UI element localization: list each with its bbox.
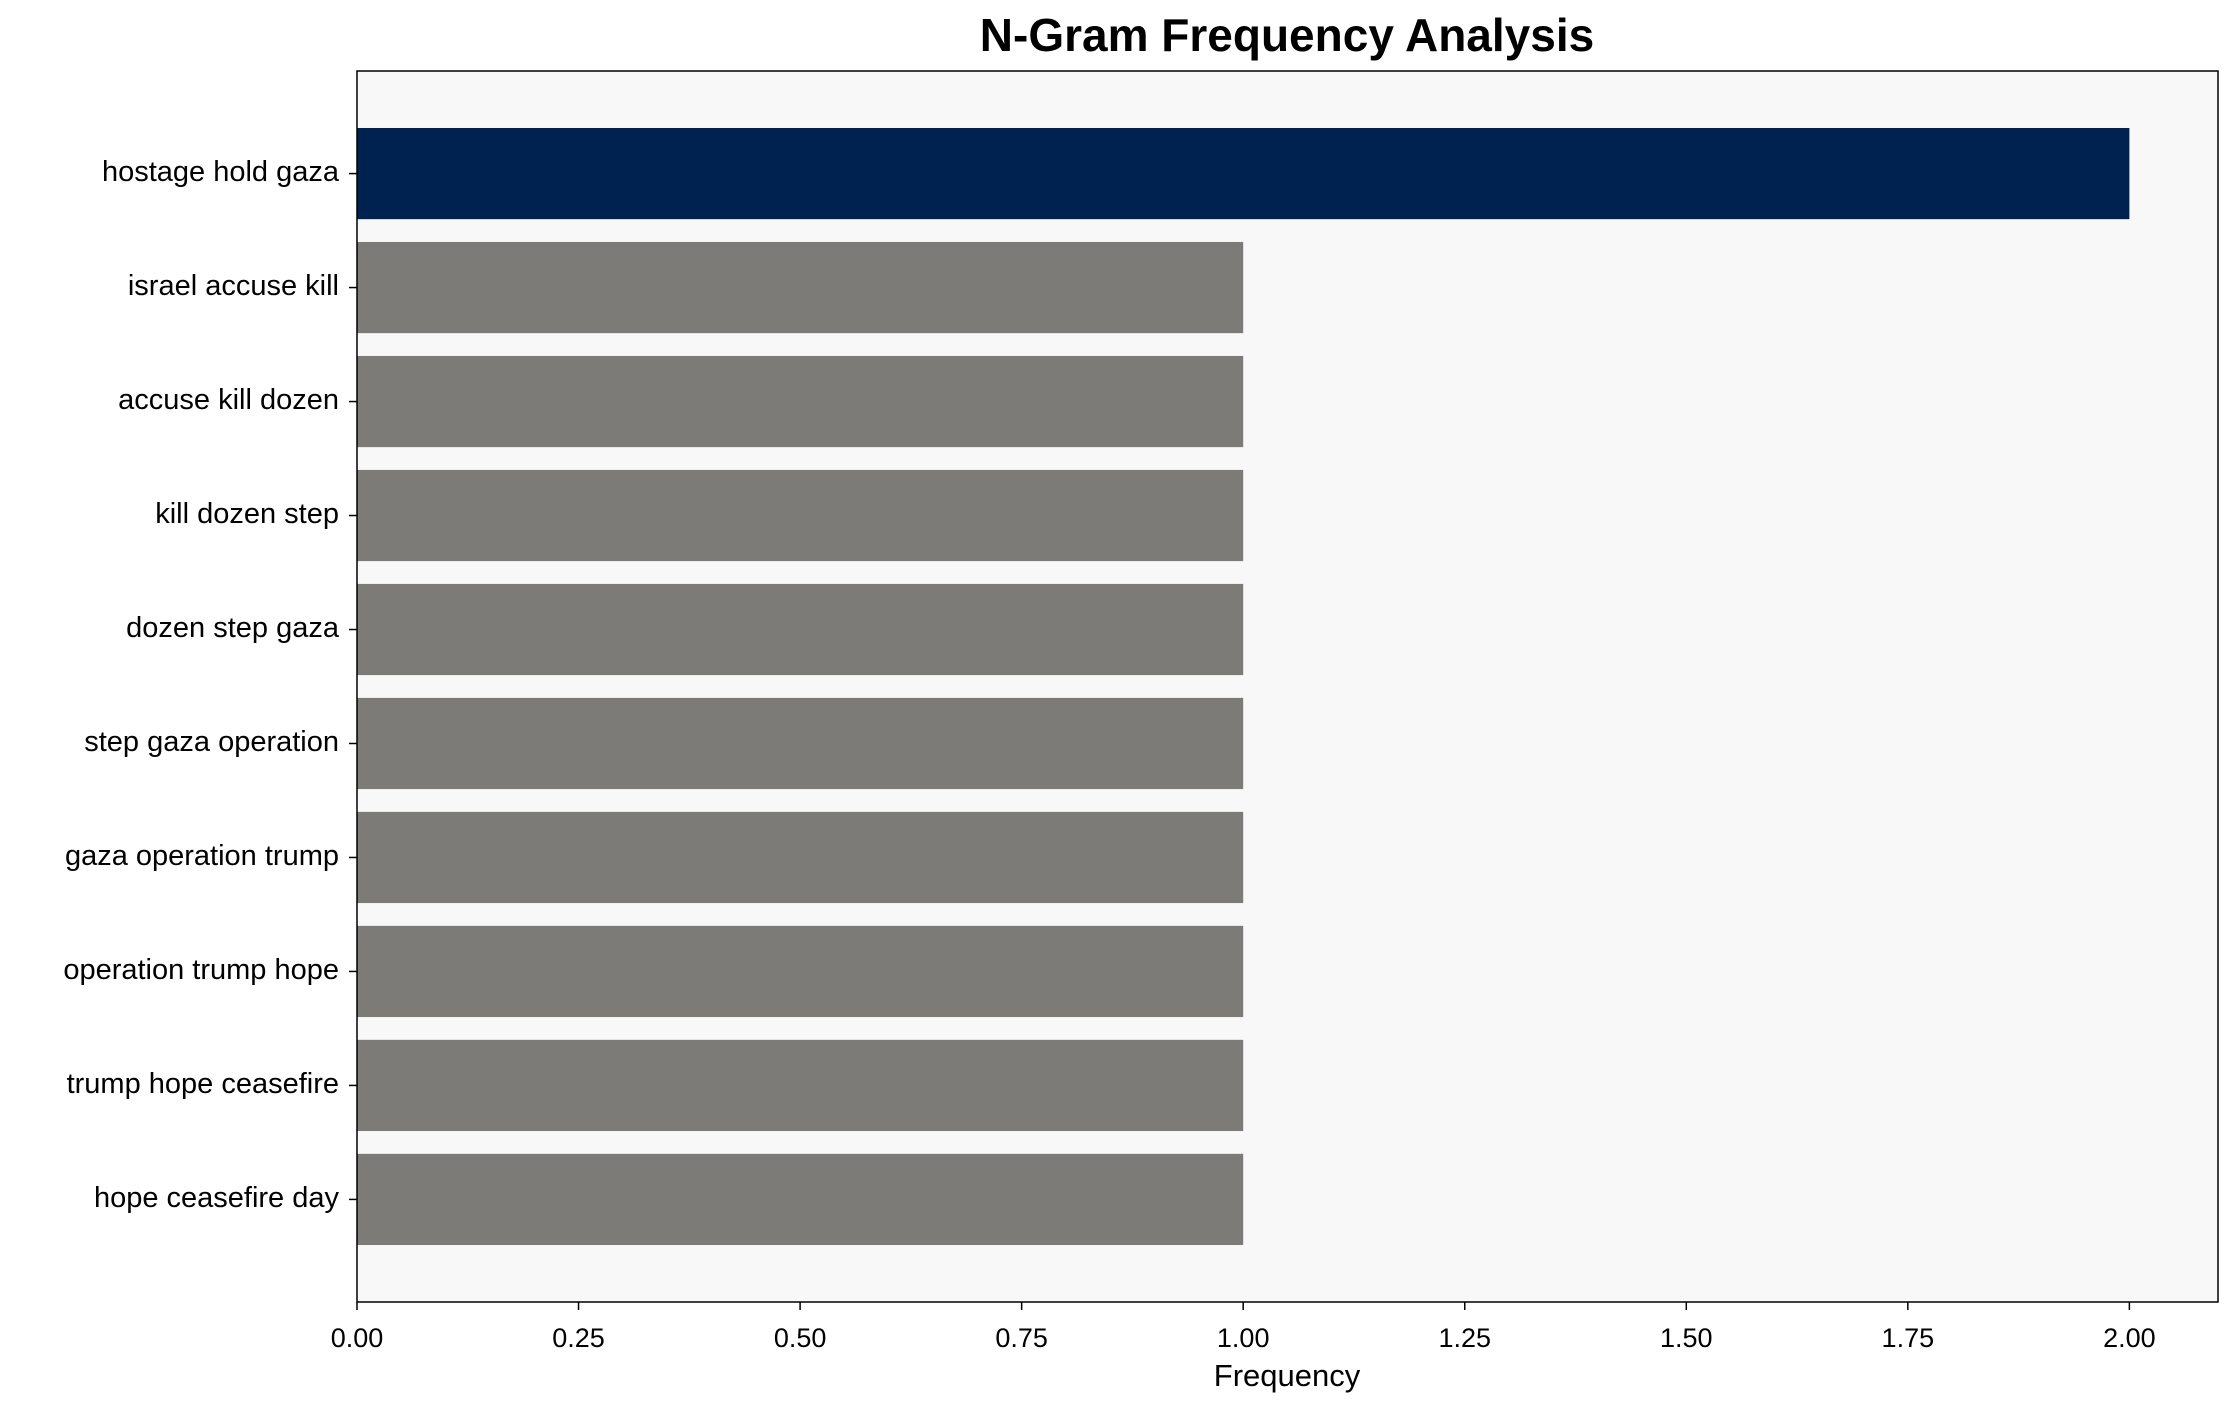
- x-axis-label: Frequency: [1214, 1358, 1361, 1393]
- bar: [357, 925, 1244, 1018]
- x-tick-label: 0.75: [995, 1323, 1048, 1353]
- bar: [357, 241, 1244, 334]
- y-tick-label: gaza operation trump: [65, 840, 339, 872]
- x-tick-label: 0.25: [552, 1323, 605, 1353]
- bar: [357, 355, 1244, 448]
- y-tick-label: dozen step gaza: [126, 612, 340, 644]
- bar: [357, 469, 1244, 562]
- y-tick-label: step gaza operation: [84, 726, 339, 758]
- y-tick-label: israel accuse kill: [128, 270, 339, 302]
- chart-title: N-Gram Frequency Analysis: [980, 9, 1594, 61]
- x-tick-label: 1.00: [1217, 1323, 1270, 1353]
- x-tick-label: 2.00: [2103, 1323, 2156, 1353]
- x-tick-label: 1.75: [1882, 1323, 1935, 1353]
- x-tick-label: 1.50: [1660, 1323, 1713, 1353]
- bar: [357, 697, 1244, 790]
- bar: [357, 1153, 1244, 1246]
- x-tick-label: 0.50: [774, 1323, 827, 1353]
- x-tick-label: 1.25: [1438, 1323, 1491, 1353]
- y-tick-label: kill dozen step: [155, 498, 339, 530]
- y-tick-label: hostage hold gaza: [102, 156, 340, 188]
- bar: [357, 583, 1244, 676]
- x-tick-label: 0.00: [331, 1323, 384, 1353]
- y-tick-label: trump hope ceasefire: [67, 1068, 339, 1100]
- bar: [357, 127, 2130, 220]
- y-tick-label: hope ceasefire day: [94, 1182, 340, 1214]
- y-tick-label: operation trump hope: [63, 954, 339, 986]
- y-tick-label: accuse kill dozen: [118, 384, 339, 416]
- bar: [357, 1039, 1244, 1132]
- bar: [357, 811, 1244, 904]
- plot-frame: [356, 70, 2219, 1303]
